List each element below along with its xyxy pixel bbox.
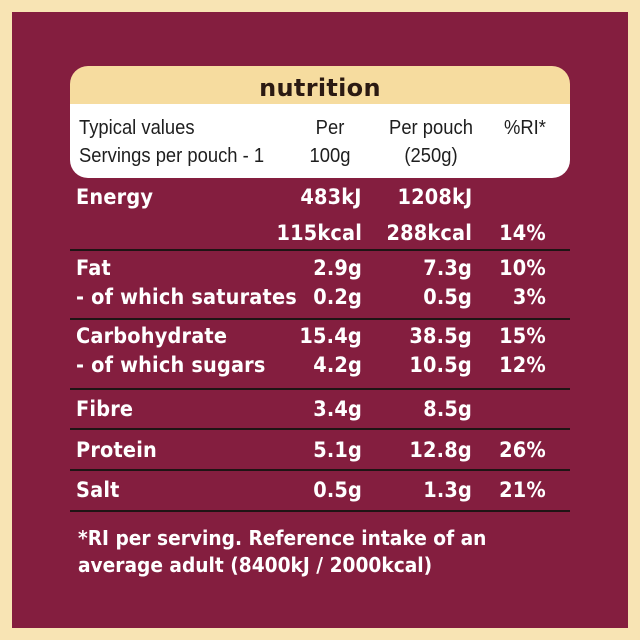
column-header-box bbox=[70, 104, 570, 178]
row-salt-per100: 0.5g bbox=[313, 478, 362, 502]
row-sugars-per100: 4.2g bbox=[313, 353, 362, 377]
row-protein-perpouch: 12.8g bbox=[409, 438, 472, 462]
row-fat-ri: 10% bbox=[499, 256, 546, 280]
row-carbohydrate-perpouch: 38.5g bbox=[409, 324, 472, 348]
row-energy-kj-per100: 483kJ bbox=[300, 185, 362, 209]
footnote-line-2: average adult (8400kJ / 2000kcal) bbox=[78, 553, 433, 577]
row-sugars-perpouch: 10.5g bbox=[409, 353, 472, 377]
header-servings-per-pouch: Servings per pouch - 1 bbox=[79, 145, 265, 167]
divider-energy bbox=[70, 249, 570, 251]
row-salt-ri: 21% bbox=[499, 478, 546, 502]
header-per-pouch-label: Per pouch bbox=[389, 117, 473, 139]
row-energy-ri: 14% bbox=[499, 221, 546, 245]
divider-protein bbox=[70, 469, 570, 471]
row-energy-kcal-perpouch: 288kcal bbox=[386, 221, 472, 245]
header-per-pouch-amount: (250g) bbox=[404, 145, 458, 167]
row-saturates-ri: 3% bbox=[512, 285, 546, 309]
row-energy-kj-perpouch: 1208kJ bbox=[397, 185, 472, 209]
footnote-line-1: *RI per serving. Reference intake of an bbox=[78, 526, 487, 550]
header-per-amount: 100g bbox=[309, 145, 351, 167]
row-energy-kcal-per100: 115kcal bbox=[276, 221, 362, 245]
row-sugars-ri: 12% bbox=[499, 353, 546, 377]
row-energy-label: Energy bbox=[76, 185, 154, 209]
header-typical-values: Typical values bbox=[79, 117, 195, 139]
row-fibre-label: Fibre bbox=[76, 397, 134, 421]
divider-fat bbox=[70, 318, 570, 320]
row-sugars-label: - of which sugars bbox=[76, 353, 266, 377]
divider-salt bbox=[70, 510, 570, 512]
row-carbohydrate-per100: 15.4g bbox=[299, 324, 362, 348]
row-salt-perpouch: 1.3g bbox=[423, 478, 472, 502]
row-protein-per100: 5.1g bbox=[313, 438, 362, 462]
row-fibre-per100: 3.4g bbox=[313, 397, 362, 421]
row-protein-label: Protein bbox=[76, 438, 157, 462]
divider-carbohydrate bbox=[70, 388, 570, 390]
row-saturates-per100: 0.2g bbox=[313, 285, 362, 309]
header-per-label: Per bbox=[315, 117, 345, 139]
panel-title: nutrition bbox=[259, 74, 381, 102]
row-carbohydrate-ri: 15% bbox=[499, 324, 546, 348]
row-salt-label: Salt bbox=[76, 478, 120, 502]
row-protein-ri: 26% bbox=[499, 438, 546, 462]
row-fat-perpouch: 7.3g bbox=[423, 256, 472, 280]
row-fat-label: Fat bbox=[76, 256, 111, 280]
row-fat-per100: 2.9g bbox=[313, 256, 362, 280]
divider-fibre bbox=[70, 428, 570, 430]
header-ri-label: %RI* bbox=[504, 117, 546, 139]
row-saturates-label: - of which saturates bbox=[76, 285, 297, 309]
row-fibre-perpouch: 8.5g bbox=[423, 397, 472, 421]
row-carbohydrate-label: Carbohydrate bbox=[76, 324, 228, 348]
row-saturates-perpouch: 0.5g bbox=[423, 285, 472, 309]
